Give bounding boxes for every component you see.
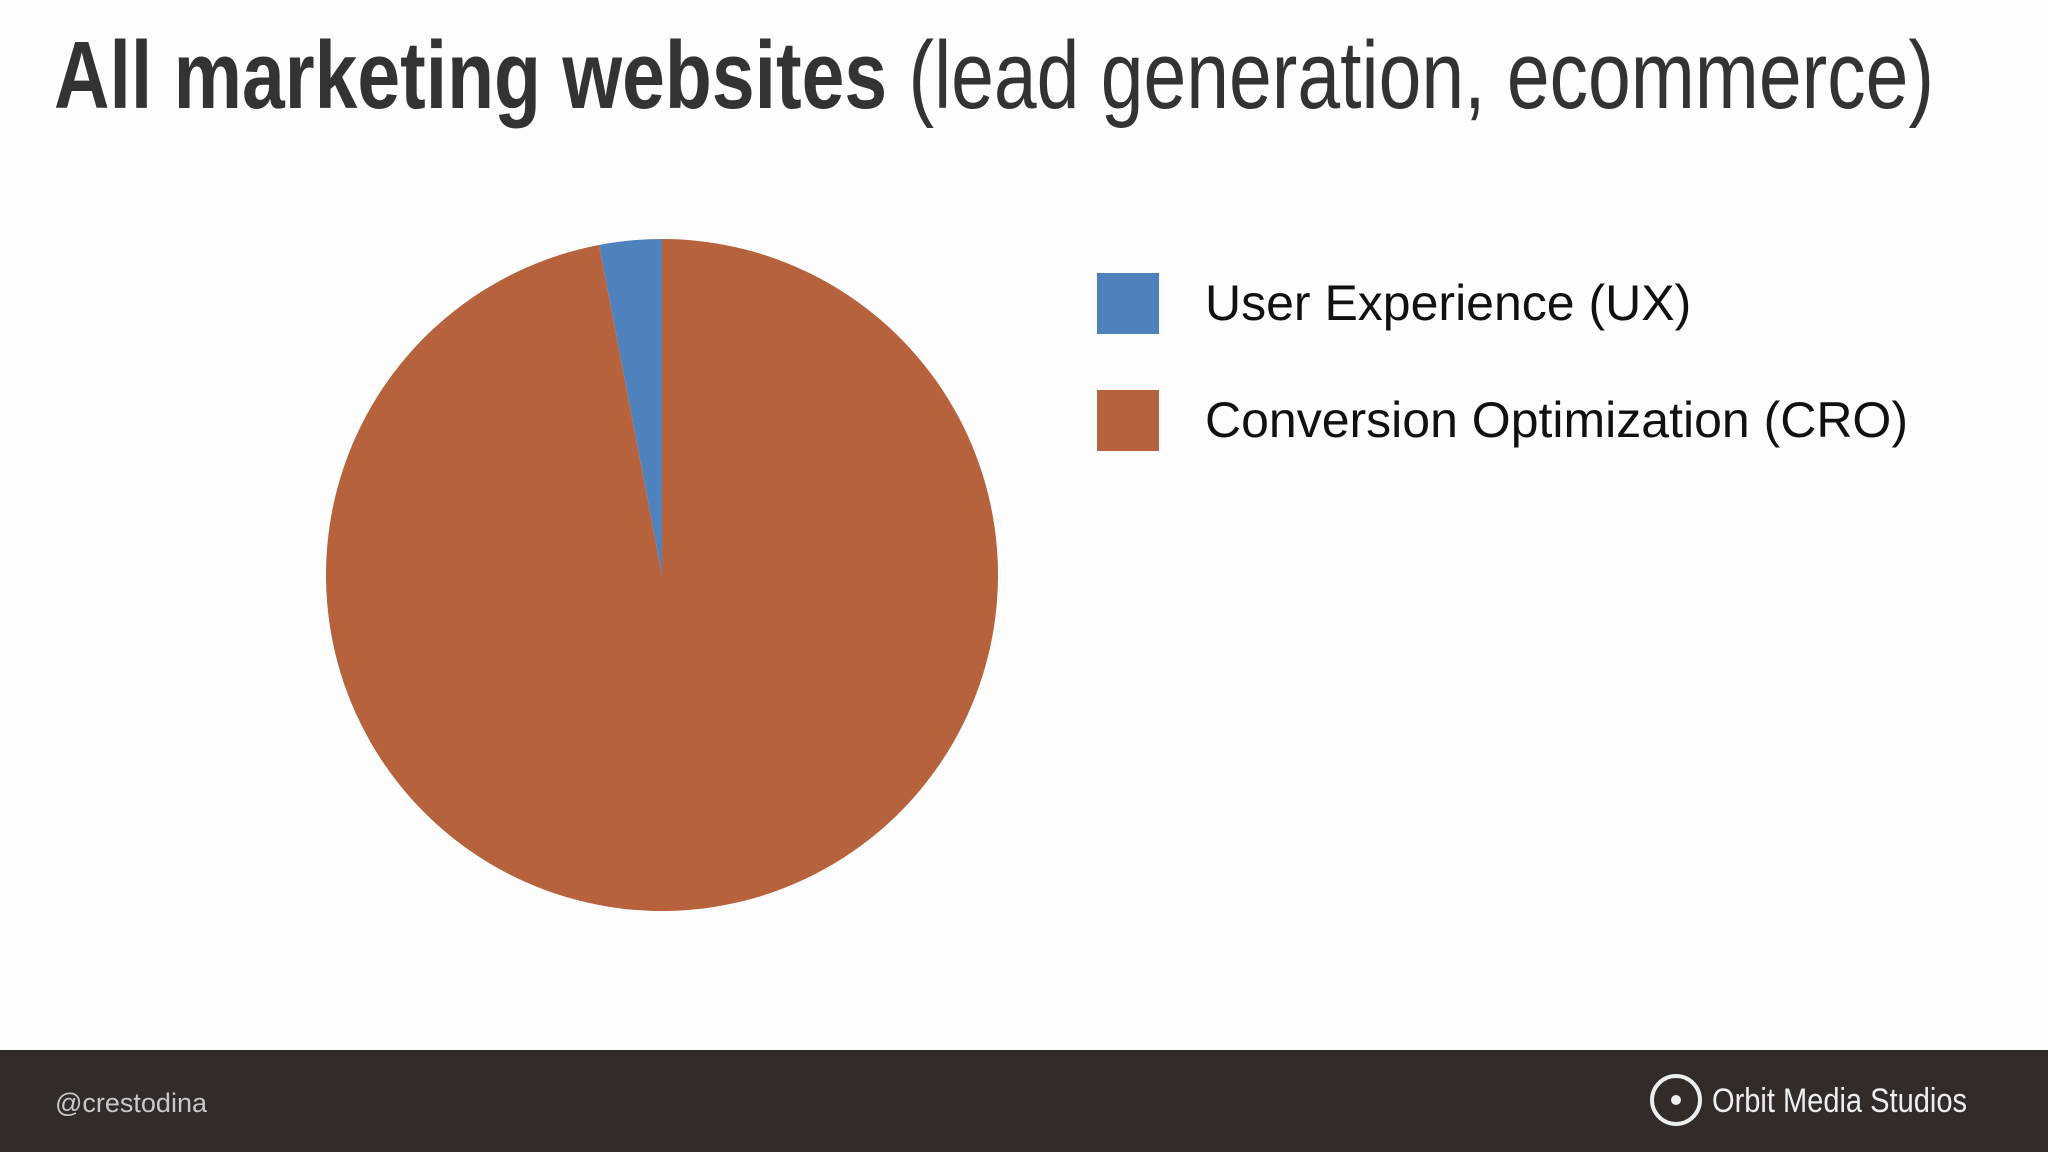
legend-label: User Experience (UX)	[1205, 275, 1691, 331]
title-bold: All marketing websites	[54, 22, 887, 129]
pie-slice	[599, 239, 662, 575]
chart-title: All marketing websites (lead generation,…	[54, 22, 1934, 129]
logo-ring	[1650, 1074, 1702, 1126]
pie	[325, 239, 998, 911]
footer-bar	[0, 1050, 2048, 1152]
legend-swatch	[1097, 273, 1159, 334]
pie-slice	[325, 239, 998, 911]
legend-swatch	[1097, 390, 1159, 451]
footer-brand: Orbit Media Studios	[1712, 1082, 1967, 1120]
slide-background	[0, 0, 2048, 1050]
legend-label: Conversion Optimization (CRO)	[1205, 392, 1908, 448]
logo-dot	[1671, 1095, 1681, 1105]
title-normal: (lead generation, ecommerce)	[908, 22, 1934, 129]
legend: User Experience (UX) Conversion Optimizat…	[1097, 273, 1908, 451]
footer-handle: @crestodina	[55, 1088, 208, 1118]
